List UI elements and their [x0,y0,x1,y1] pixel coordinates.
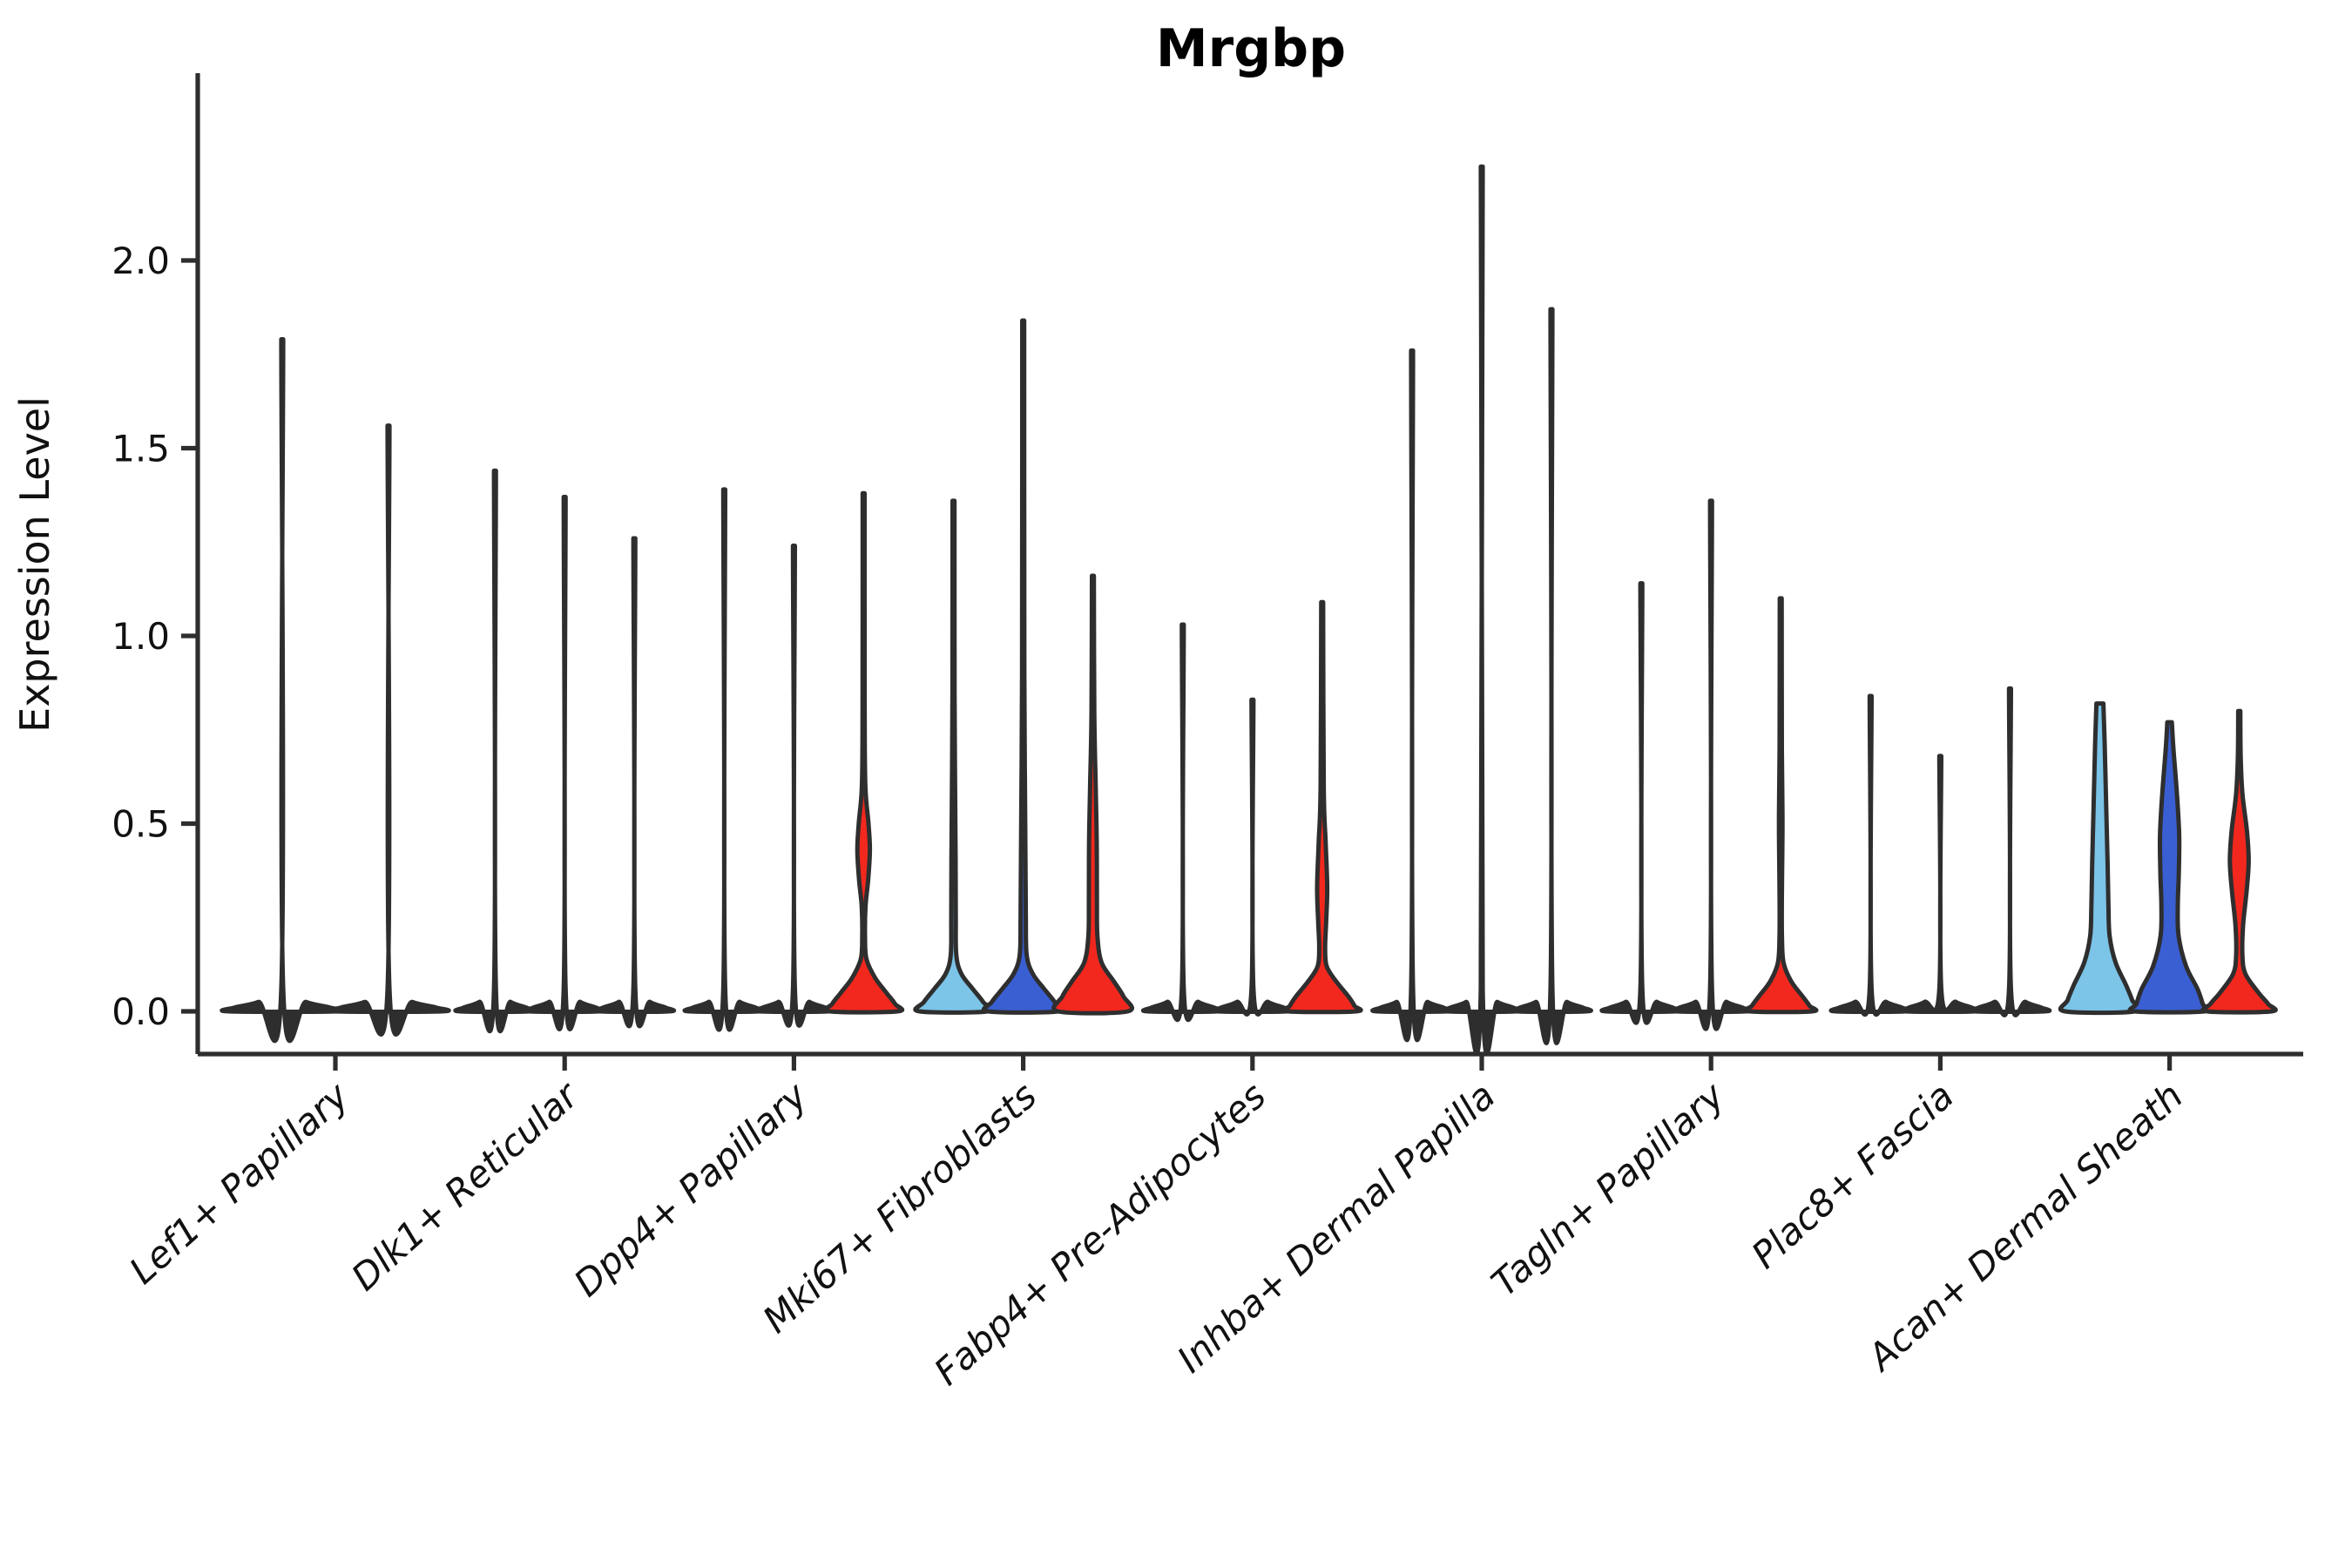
violin-dpp4-papillary-2 [752,544,836,1028]
x-axis-label: Dpp4+ Papillary [565,1073,815,1305]
violin-dlk1-reticular-1 [453,468,537,1033]
violin-acan-dermal-sheath-2 [2127,720,2212,1015]
y-tick-label: 0.5 [112,803,170,846]
violin-dpp4-papillary-3 [822,490,905,1015]
x-axis-label: Lef1+ Papillary [121,1073,357,1292]
x-axis-label: Plac8+ Fascia [1743,1074,1962,1277]
violin-inhba-dermal-papilla-1 [1370,348,1454,1043]
violin-fabp4-pre-adipocytes-2 [1211,697,1294,1017]
violin-fabp4-pre-adipocytes-1 [1141,622,1225,1022]
y-tick-label: 1.0 [112,615,170,658]
violin-inhba-dermal-papilla-3 [1510,307,1593,1045]
x-axis-label: Dlk1+ Reticular [343,1072,588,1299]
violin-acan-dermal-sheath-1 [2058,701,2142,1016]
violin-dlk1-reticular-3 [592,536,676,1029]
violin-tagln-papillary-3 [1743,596,1819,1015]
violin-plac8-fascia-2 [1898,754,1983,1015]
violin-dpp4-papillary-1 [682,487,767,1032]
violin-fabp4-pre-adipocytes-3 [1281,599,1363,1015]
violin-lef1-papillary-1 [220,337,345,1044]
violin-mki67-fibroblasts-1 [913,498,994,1015]
x-axis-label: Tagln+ Papillary [1484,1073,1734,1304]
chart-title: Mrgbp [1156,18,1346,79]
y-tick-label: 1.5 [112,428,170,470]
y-axis-label: Expression Level [11,396,58,733]
violin-dlk1-reticular-2 [523,495,606,1031]
violin-inhba-dermal-papilla-2 [1440,164,1524,1056]
violin-lef1-papillary-2 [326,423,451,1037]
y-tick-label: 2.0 [112,240,170,282]
violin-acan-dermal-sheath-3 [2200,708,2278,1015]
violin-mki67-fibroblasts-3 [1051,573,1134,1016]
violin-plac8-fascia-3 [1968,686,2052,1017]
violin-tagln-papillary-1 [1599,581,1683,1025]
violin-tagln-papillary-2 [1669,498,1753,1031]
y-tick-label: 0.0 [112,990,170,1033]
violin-mki67-fibroblasts-2 [982,318,1065,1015]
violin-plac8-fascia-1 [1828,693,1913,1017]
